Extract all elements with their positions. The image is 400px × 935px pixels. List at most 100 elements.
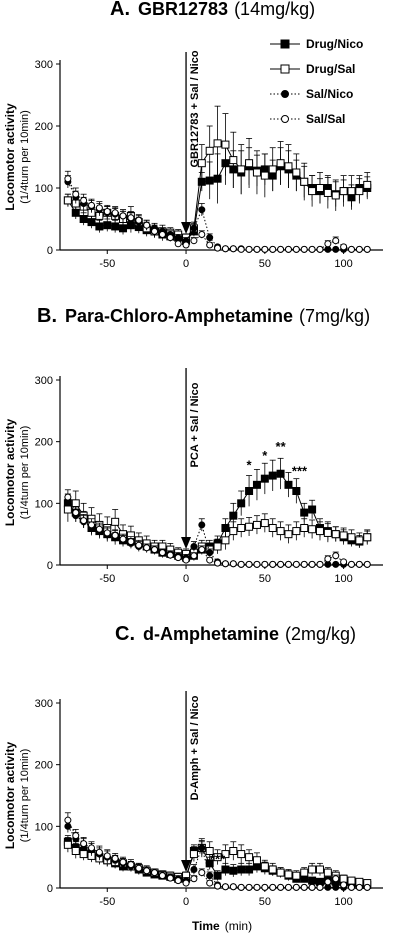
data-point bbox=[363, 883, 371, 891]
data-point bbox=[72, 190, 80, 198]
data-point bbox=[276, 469, 285, 478]
data-point bbox=[292, 245, 300, 253]
data-point bbox=[245, 245, 253, 253]
x-tick-label: -50 bbox=[99, 258, 115, 270]
data-point bbox=[95, 848, 103, 856]
data-point bbox=[95, 525, 103, 533]
data-point bbox=[292, 168, 301, 177]
data-point bbox=[229, 245, 237, 253]
data-point bbox=[182, 241, 190, 249]
data-point bbox=[198, 521, 206, 529]
data-point bbox=[269, 245, 277, 253]
data-point bbox=[323, 188, 332, 197]
data-point bbox=[111, 209, 119, 217]
data-point bbox=[63, 505, 72, 514]
data-point bbox=[308, 245, 316, 253]
data-point bbox=[174, 554, 182, 562]
data-point bbox=[347, 883, 355, 891]
data-point bbox=[71, 499, 80, 508]
data-point bbox=[221, 140, 230, 149]
data-point bbox=[166, 551, 174, 559]
data-point bbox=[339, 531, 348, 540]
data-point bbox=[316, 245, 324, 253]
data-point bbox=[127, 214, 135, 222]
data-point bbox=[315, 527, 324, 536]
data-point bbox=[221, 883, 229, 891]
data-point bbox=[292, 560, 300, 568]
x-tick-label: 100 bbox=[334, 258, 352, 270]
legend-label: Sal/Nico bbox=[306, 87, 353, 101]
data-point bbox=[261, 245, 269, 253]
data-point bbox=[269, 560, 277, 568]
data-point bbox=[221, 850, 230, 859]
data-point bbox=[64, 816, 72, 824]
panel-title-name: Para-Chloro-Amphetamine bbox=[65, 306, 293, 326]
data-point bbox=[363, 560, 371, 568]
data-point bbox=[260, 171, 269, 180]
data-point bbox=[252, 480, 261, 489]
data-point bbox=[363, 245, 371, 253]
data-point bbox=[80, 196, 88, 204]
data-point bbox=[221, 560, 229, 568]
series-drug-sal bbox=[63, 490, 372, 559]
data-point bbox=[143, 221, 151, 229]
data-point bbox=[268, 165, 277, 174]
y-axis-label: Locomotor activity bbox=[3, 742, 17, 850]
data-point bbox=[206, 241, 214, 249]
panel-title: C. d-Amphetamine (2mg/kg) bbox=[115, 623, 356, 645]
data-point bbox=[127, 538, 135, 546]
data-point bbox=[206, 234, 214, 242]
injection-arrowhead bbox=[181, 860, 192, 872]
data-point bbox=[80, 840, 88, 848]
data-point bbox=[355, 187, 364, 196]
data-point bbox=[119, 212, 127, 220]
data-point bbox=[339, 187, 348, 196]
injection-arrowhead bbox=[181, 537, 192, 549]
data-point bbox=[253, 560, 261, 568]
data-point bbox=[182, 879, 190, 887]
data-point bbox=[111, 854, 119, 862]
x-tick-label: 0 bbox=[183, 258, 189, 270]
data-point bbox=[103, 221, 112, 230]
significance-label: * bbox=[247, 457, 253, 472]
data-point bbox=[206, 556, 214, 564]
y-tick-label: 0 bbox=[47, 560, 53, 572]
data-point bbox=[158, 549, 166, 557]
data-point bbox=[190, 543, 198, 550]
data-point bbox=[245, 883, 253, 891]
data-point bbox=[292, 527, 301, 536]
data-point bbox=[214, 559, 222, 567]
data-point bbox=[261, 883, 269, 891]
x-tick-label: 100 bbox=[334, 573, 352, 585]
data-point bbox=[300, 245, 308, 253]
x-tick-label: -50 bbox=[99, 573, 115, 585]
panel-letter: A. bbox=[110, 0, 130, 20]
data-point bbox=[245, 560, 253, 568]
panel-title-name: d-Amphetamine bbox=[143, 624, 279, 644]
panel-title-dose: (14mg/kg) bbox=[234, 0, 315, 19]
data-point bbox=[324, 240, 332, 248]
data-point bbox=[355, 883, 363, 891]
data-point bbox=[245, 159, 254, 168]
data-point bbox=[111, 517, 120, 526]
data-point bbox=[355, 536, 364, 545]
significance-label: *** bbox=[210, 851, 226, 866]
series-sal-sal bbox=[64, 170, 371, 253]
data-point bbox=[190, 237, 198, 245]
data-point bbox=[198, 844, 206, 852]
y-axis-label: Locomotor activity bbox=[3, 103, 17, 211]
data-point bbox=[103, 208, 111, 216]
data-point bbox=[277, 560, 285, 568]
data-point bbox=[300, 524, 309, 532]
data-point bbox=[237, 524, 246, 532]
series-sal-sal bbox=[64, 489, 371, 568]
data-point bbox=[308, 505, 317, 514]
data-point bbox=[103, 529, 111, 537]
data-point bbox=[111, 222, 120, 231]
data-point bbox=[323, 868, 332, 877]
x-axis-unit: (min) bbox=[225, 919, 252, 933]
injection-arrowhead bbox=[181, 222, 192, 234]
data-point bbox=[252, 520, 261, 529]
legend-marker bbox=[281, 115, 289, 123]
